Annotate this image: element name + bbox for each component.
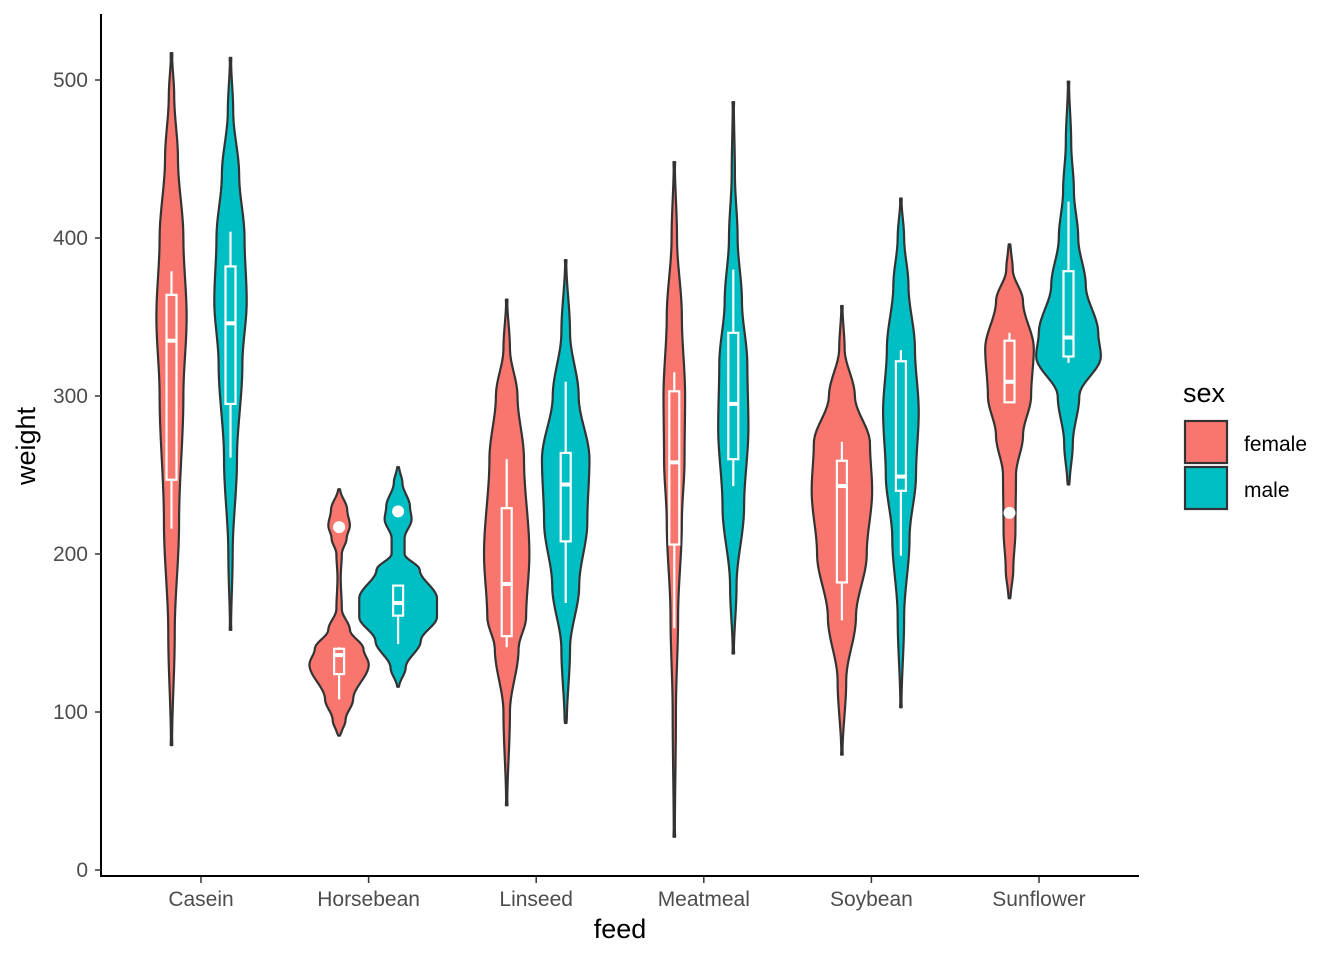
legend: sex female male xyxy=(1183,378,1307,511)
box xyxy=(727,331,740,461)
plot-area xyxy=(155,52,1102,838)
violin-female-soybean xyxy=(810,304,874,756)
violin-male-linseed xyxy=(540,259,591,725)
box xyxy=(1062,270,1075,358)
box xyxy=(165,293,178,481)
box xyxy=(1003,339,1016,404)
box xyxy=(559,451,572,543)
y-ticks: 0 100 200 300 400 500 xyxy=(53,69,101,882)
legend-items: female male xyxy=(1183,419,1307,511)
violin-female-horsebean xyxy=(308,488,370,737)
outlier-point xyxy=(392,505,405,518)
y-tick-label: 300 xyxy=(53,385,88,408)
violin-female-casein xyxy=(155,52,188,747)
box xyxy=(668,390,681,546)
box xyxy=(224,265,237,406)
violin-male-horsebean xyxy=(358,466,439,688)
boxplot-female-horsebean xyxy=(333,521,346,700)
x-tick-label: Sunflower xyxy=(992,888,1085,911)
x-axis-title: feed xyxy=(594,914,647,944)
y-tick-label: 400 xyxy=(53,227,88,250)
y-tick-label: 200 xyxy=(53,543,88,566)
boxplot-female-meatmeal xyxy=(668,372,681,629)
x-tick-label: Casein xyxy=(168,888,233,911)
boxplot-male-sunflower xyxy=(1062,201,1075,363)
outlier-point xyxy=(333,521,346,534)
x-tick-label: Linseed xyxy=(499,888,573,911)
violin-female-sunflower xyxy=(984,243,1035,600)
legend-title: sex xyxy=(1183,378,1226,408)
violin-male-meatmeal xyxy=(717,101,750,655)
x-tick-label: Horsebean xyxy=(317,888,420,911)
boxplot-male-meatmeal xyxy=(727,269,740,487)
x-tick-label: Meatmeal xyxy=(658,888,750,911)
outlier-point xyxy=(1003,506,1016,519)
box xyxy=(333,647,346,676)
legend-key-male xyxy=(1183,465,1229,511)
box xyxy=(392,584,405,617)
legend-label-male: male xyxy=(1244,479,1290,502)
x-ticks: Casein Horsebean Linseed Meatmeal Soybean Sun… xyxy=(168,877,1086,911)
boxplot-female-sunflower xyxy=(1003,332,1016,519)
legend-label-female: female xyxy=(1244,433,1307,456)
box xyxy=(894,360,908,492)
violin-female-linseed xyxy=(482,298,531,807)
boxplot-male-casein xyxy=(224,231,237,458)
boxplot-male-linseed xyxy=(559,381,572,603)
violin-female-meatmeal xyxy=(662,161,687,838)
boxplot-male-soybean xyxy=(894,350,908,556)
axes: 0 100 200 300 400 500 Casein Horsebean Linseed M… xyxy=(53,14,1139,911)
box xyxy=(835,459,849,584)
violin-male-casein xyxy=(213,56,248,631)
boxplot-female-casein xyxy=(165,271,178,529)
violin-male-soybean xyxy=(881,197,920,709)
y-tick-label: 0 xyxy=(76,859,88,882)
legend-key-female xyxy=(1183,419,1229,465)
boxplot-female-soybean xyxy=(835,441,849,621)
y-tick-label: 500 xyxy=(53,69,88,92)
boxplot-male-horsebean xyxy=(392,505,405,645)
x-tick-label: Soybean xyxy=(830,888,913,911)
box xyxy=(500,507,513,638)
y-axis-title: weight xyxy=(11,406,41,486)
violin-male-sunflower xyxy=(1035,80,1102,486)
y-tick-label: 100 xyxy=(53,701,88,724)
boxplot-female-linseed xyxy=(500,459,513,648)
